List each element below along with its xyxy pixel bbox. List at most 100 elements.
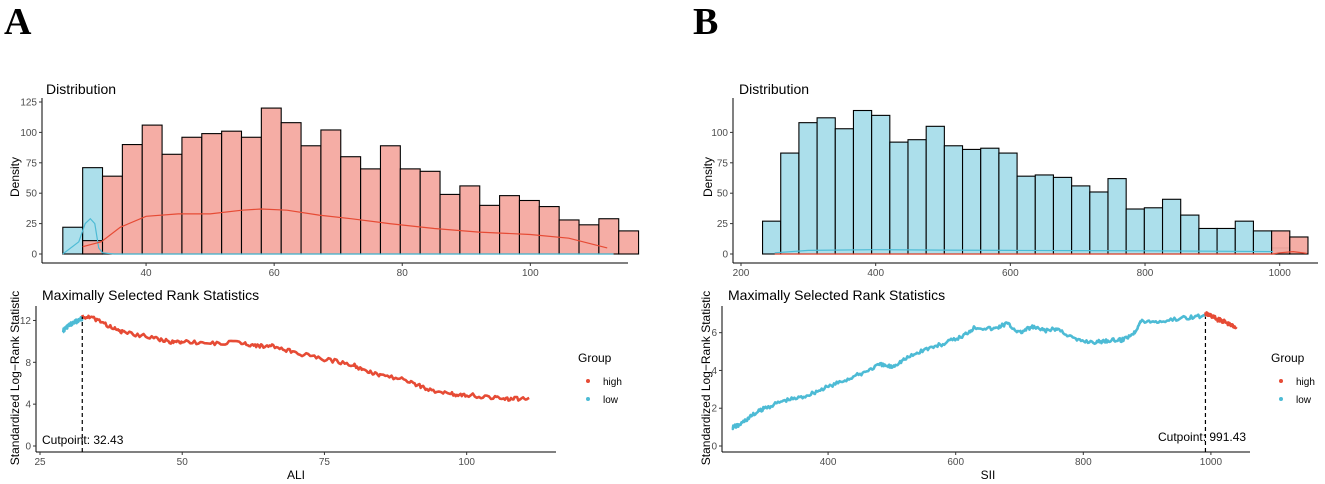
b-dist-bar-low xyxy=(1216,227,1236,255)
b-dist-bar-low xyxy=(1052,176,1073,255)
b-dist-x-tick-label: 1000 xyxy=(1269,268,1292,279)
legend-high-marker xyxy=(1279,379,1283,383)
b-dist-bar-low xyxy=(907,139,927,255)
a-rank-y-tick-label: 0 xyxy=(25,442,31,453)
panel-b-rank-statistics: Maximally Selected Rank Statistics Stand… xyxy=(699,287,1250,482)
a-dist-x-tick-label: 80 xyxy=(397,268,409,279)
b-dist-bar-low xyxy=(1161,198,1182,255)
panel-a-distribution-title: Distribution xyxy=(46,81,116,97)
a-dist-bar-high xyxy=(538,206,560,255)
b-dist-bar-high xyxy=(1289,236,1309,255)
b-dist-bar-low xyxy=(1107,178,1127,255)
a-rank-x-tick-label: 50 xyxy=(177,457,189,468)
b-dist-bar-low xyxy=(998,152,1018,255)
a-rank-x-tick-label: 25 xyxy=(34,457,46,468)
b-dist-bar-low xyxy=(1180,214,1200,255)
a-dist-density-high xyxy=(82,208,608,249)
a-rank-series-low xyxy=(61,315,84,334)
legend-high-label: high xyxy=(603,377,622,388)
a-dist-bar-high xyxy=(141,124,163,255)
panel-a-legend: Group high low xyxy=(578,351,622,406)
a-rank-series-high xyxy=(81,314,530,402)
panel-a-rank-xlabel: ALI xyxy=(287,468,305,482)
panel-b-distribution: Distribution Density 0 25 50 75 100 200 400 600… xyxy=(701,81,1318,279)
a-dist-bar-high xyxy=(300,145,322,255)
b-rank-x-tick-label: 1000 xyxy=(1200,457,1223,468)
a-dist-bar-high xyxy=(618,230,640,255)
b-rank-series-high xyxy=(1204,311,1238,330)
b-dist-bar-low xyxy=(761,220,782,255)
b-dist-x-tick-label: 800 xyxy=(1137,268,1154,279)
a-dist-y-tick-label: 25 xyxy=(26,219,38,230)
a-dist-bar-high xyxy=(340,156,362,255)
b-dist-bar-low xyxy=(889,141,909,255)
b-rank-x-tick-label: 400 xyxy=(820,457,837,468)
a-dist-bar-high xyxy=(518,199,540,255)
a-rank-y-tick-label: 12 xyxy=(20,316,32,327)
b-dist-bar-low xyxy=(1034,174,1054,255)
b-dist-bar-low xyxy=(780,152,800,255)
a-dist-bar-high xyxy=(598,218,620,255)
legend-low-marker xyxy=(586,397,590,401)
b-dist-bar-low xyxy=(852,109,873,255)
a-dist-bar-high xyxy=(260,107,282,255)
b-dist-bar-low xyxy=(1089,191,1109,255)
panel-b-distribution-ylabel: Density xyxy=(701,157,715,197)
a-rank-x-tick-label: 75 xyxy=(319,457,331,468)
panel-a-rank-statistics: Maximally Selected Rank Statistics Stand… xyxy=(8,287,556,482)
a-rank-y-tick-label: 4 xyxy=(25,400,31,411)
a-dist-bar-high xyxy=(419,170,441,255)
b-rank-y-tick-label: 4 xyxy=(711,366,717,377)
b-dist-bar-low xyxy=(1252,230,1273,255)
b-dist-density-low xyxy=(774,249,1274,254)
a-dist-bar-high xyxy=(121,144,143,255)
a-dist-bar-high xyxy=(280,122,302,255)
a-dist-bar-high xyxy=(320,129,342,255)
a-dist-bar-high xyxy=(379,145,401,255)
panel-b-legend-title: Group xyxy=(1271,351,1305,365)
b-dist-y-tick-label: 75 xyxy=(717,158,729,169)
a-dist-bar-high xyxy=(161,153,183,255)
a-dist-bar-high xyxy=(240,136,262,255)
a-dist-bar-high xyxy=(399,168,421,255)
panel-a-rank-title: Maximally Selected Rank Statistics xyxy=(42,287,259,303)
a-rank-x-tick-label: 100 xyxy=(458,457,475,468)
a-dist-bar-high xyxy=(360,168,382,255)
b-dist-y-tick-label: 100 xyxy=(711,128,728,139)
b-rank-x-tick-label: 800 xyxy=(1075,457,1092,468)
a-rank-y-tick-label: 8 xyxy=(25,358,31,369)
legend-high-label: high xyxy=(1296,377,1315,388)
b-rank-y-tick-label: 6 xyxy=(711,328,717,339)
panel-letter-a: A xyxy=(4,1,32,43)
a-dist-bar-high xyxy=(181,136,203,255)
legend-low-label: low xyxy=(1296,395,1312,406)
panel-b-legend: Group high low xyxy=(1271,351,1315,406)
a-dist-bar-high xyxy=(578,224,600,255)
b-dist-bar-low xyxy=(1125,208,1145,255)
b-dist-bar-high xyxy=(1271,230,1291,255)
a-dist-y-tick-label: 50 xyxy=(26,189,38,200)
b-dist-bar-low xyxy=(1198,227,1218,255)
panel-b-rank-title: Maximally Selected Rank Statistics xyxy=(728,287,945,303)
a-dist-x-tick-label: 60 xyxy=(269,268,281,279)
b-dist-y-tick-label: 25 xyxy=(717,219,729,230)
b-dist-bar-low xyxy=(871,114,891,255)
b-dist-bar-low xyxy=(1143,207,1164,255)
legend-low-marker xyxy=(1279,397,1283,401)
b-dist-density-high xyxy=(774,250,1307,255)
a-dist-y-tick-label: 125 xyxy=(20,98,37,109)
a-dist-bar-high xyxy=(201,133,223,255)
a-dist-bar-high xyxy=(439,193,461,255)
a-dist-density-low xyxy=(62,217,614,255)
panel-a-rank-ylabel: Standardized Log−Rank Statistic xyxy=(8,291,22,465)
panel-b-rank-ylabel: Standardized Log−Rank Statistic xyxy=(699,291,713,465)
b-dist-bar-low xyxy=(925,125,945,255)
b-rank-x-tick-label: 600 xyxy=(947,457,964,468)
b-dist-bar-low xyxy=(1071,185,1091,255)
a-dist-x-tick-label: 100 xyxy=(522,268,539,279)
a-dist-bar-high xyxy=(101,175,123,255)
b-dist-bar-low xyxy=(816,117,836,255)
panel-a-legend-title: Group xyxy=(578,351,612,365)
b-dist-bar-low xyxy=(798,122,818,255)
